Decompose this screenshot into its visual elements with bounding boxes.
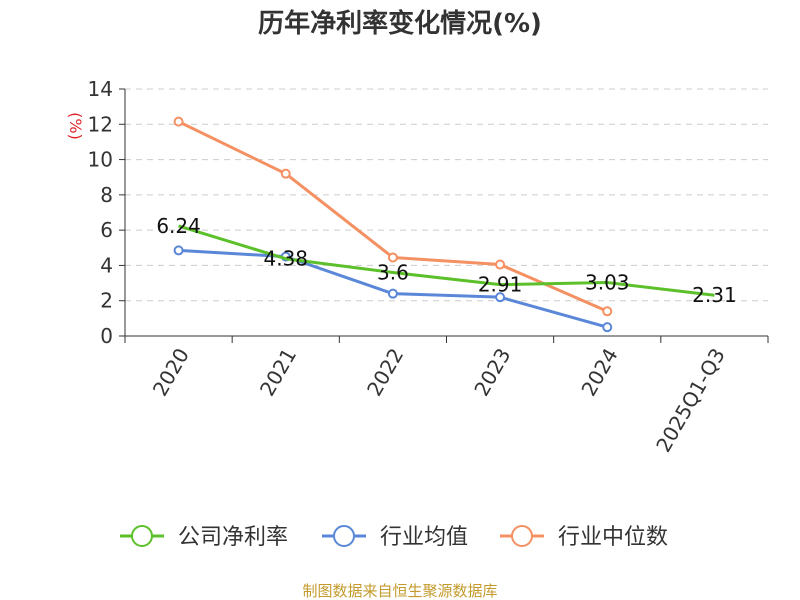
- data-label: 3.03: [585, 271, 630, 295]
- chart-title: 历年净利率变化情况(%): [258, 8, 542, 39]
- legend-label: 行业中位数: [558, 525, 668, 550]
- x-tick-label: 2024: [576, 344, 622, 400]
- series-point-1: [387, 288, 398, 299]
- y-tick-label: 10: [88, 148, 113, 172]
- series-point-1: [173, 245, 184, 256]
- legend-marker: [131, 525, 153, 547]
- y-tick-label: 12: [88, 112, 113, 136]
- series-point-2: [387, 252, 398, 263]
- series-point-2: [602, 306, 613, 317]
- legend-marker: [511, 525, 533, 547]
- legend-marker: [333, 525, 355, 547]
- x-tick-label: 2023: [469, 344, 515, 400]
- x-tick-label: 2025Q1-Q3: [651, 344, 730, 456]
- x-tick-label: 2022: [362, 344, 408, 400]
- series-point-1: [602, 322, 613, 333]
- data-label: 2.31: [692, 283, 737, 307]
- x-tick-label: 2020: [148, 344, 194, 400]
- data-label: 6.24: [156, 214, 201, 238]
- legend-label: 行业均值: [380, 525, 468, 550]
- legend-label: 公司净利率: [178, 525, 288, 550]
- series-point-2: [173, 116, 184, 127]
- series-line-0: [178, 224, 715, 297]
- y-tick-label: 8: [100, 183, 113, 207]
- y-tick-label: 0: [100, 324, 113, 348]
- y-tick-label: 2: [100, 289, 113, 313]
- y-tick-label: 6: [100, 218, 113, 242]
- y-axis-unit: (%): [66, 112, 85, 140]
- series-point-2: [495, 259, 506, 270]
- data-label: 4.38: [263, 247, 308, 271]
- data-label: 2.91: [478, 273, 523, 297]
- y-tick-label: 14: [88, 77, 113, 101]
- data-label: 3.6: [377, 260, 409, 284]
- y-tick-label: 4: [100, 253, 113, 277]
- series-point-2: [280, 168, 291, 179]
- x-tick-label: 2021: [255, 344, 301, 400]
- series-point-1: [495, 292, 506, 303]
- data-source-note: 制图数据来自恒生聚源数据库: [302, 582, 497, 600]
